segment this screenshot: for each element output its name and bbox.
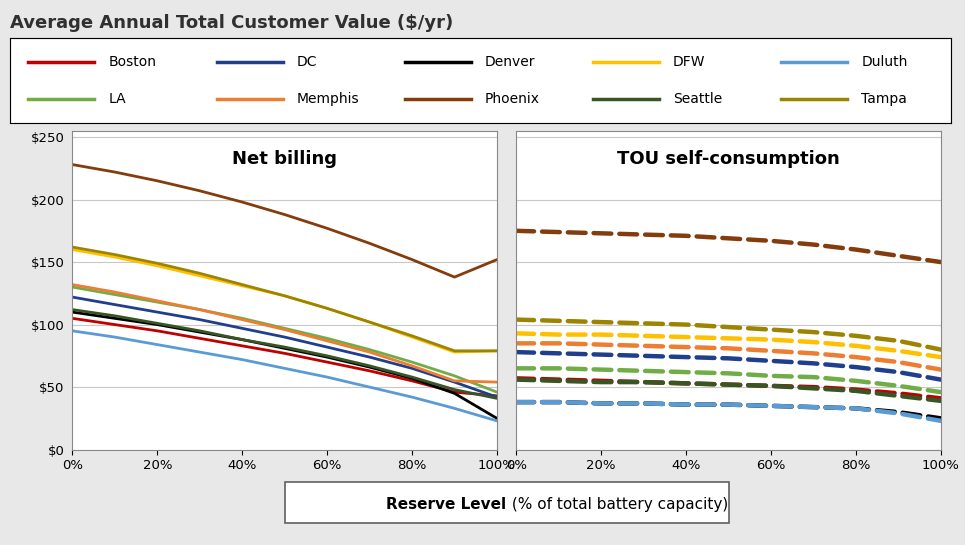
Text: Tampa: Tampa — [861, 92, 907, 106]
Text: TOU self-consumption: TOU self-consumption — [618, 150, 840, 168]
Text: Boston: Boston — [108, 55, 156, 69]
Text: Denver: Denver — [484, 55, 536, 69]
Text: Memphis: Memphis — [296, 92, 359, 106]
Text: Phoenix: Phoenix — [484, 92, 539, 106]
Text: Net billing: Net billing — [233, 150, 337, 168]
Text: Duluth: Duluth — [861, 55, 907, 69]
Text: DC: DC — [296, 55, 317, 69]
Text: LA: LA — [108, 92, 126, 106]
Text: (% of total battery capacity): (% of total battery capacity) — [507, 496, 728, 512]
Text: Average Annual Total Customer Value ($/yr): Average Annual Total Customer Value ($/y… — [10, 14, 453, 32]
Text: Reserve Level: Reserve Level — [387, 496, 507, 512]
Text: DFW: DFW — [673, 55, 705, 69]
Text: Seattle: Seattle — [673, 92, 722, 106]
